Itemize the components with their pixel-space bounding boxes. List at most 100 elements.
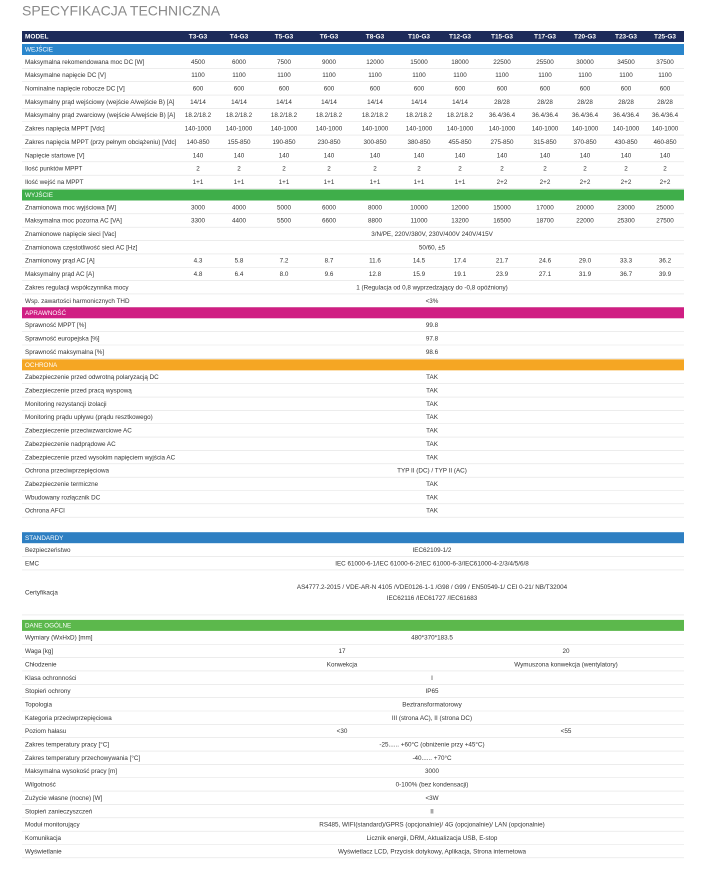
row-value: 18.2/18.2 bbox=[447, 112, 474, 119]
row-value: 14.5 bbox=[413, 258, 426, 265]
row-value: 14/14 bbox=[190, 99, 206, 106]
row-value: 155-850 bbox=[227, 139, 251, 146]
row-value: 140-1000 bbox=[271, 126, 298, 133]
row-value: 275-850 bbox=[490, 139, 514, 146]
row-value: 36.4/36.4 bbox=[489, 112, 516, 119]
row-label: Topologia bbox=[25, 701, 52, 708]
header-cell: T5-G3 bbox=[275, 34, 294, 41]
row-value: 28/28 bbox=[577, 99, 593, 106]
row-label: Zabezpieczenie termiczne bbox=[25, 481, 99, 488]
row-value: 99.8 bbox=[426, 322, 439, 329]
row-value: 1+1 bbox=[455, 179, 466, 186]
section-title: STANDARDY bbox=[25, 535, 64, 542]
row-value: 140 bbox=[540, 152, 551, 159]
row-value: 11000 bbox=[410, 218, 428, 225]
section-bar bbox=[22, 44, 684, 55]
row-value: 8.7 bbox=[325, 258, 334, 265]
row-value: 1+1 bbox=[370, 179, 381, 186]
row-value: 18.2/18.2 bbox=[362, 112, 389, 119]
row-value: 8.0 bbox=[280, 271, 289, 278]
row-value: 15.9 bbox=[413, 271, 426, 278]
row-value: 4.3 bbox=[194, 258, 203, 265]
row-value: 140-850 bbox=[186, 139, 210, 146]
row-value: 600 bbox=[580, 86, 591, 93]
row-value: 140 bbox=[621, 152, 632, 159]
row-value: 12000 bbox=[451, 204, 469, 211]
row-value: 2 bbox=[282, 166, 286, 173]
row-value: 455-850 bbox=[448, 139, 472, 146]
row-label: Maksymalna wysokość pracy [m] bbox=[25, 768, 117, 775]
row-value: 34500 bbox=[617, 59, 635, 66]
row-value: 17 bbox=[338, 648, 346, 655]
row-value: 14/14 bbox=[452, 99, 468, 106]
row-value: 1100 bbox=[619, 72, 633, 79]
row-value: 15000 bbox=[410, 59, 428, 66]
row-label: Zakres napięcia MPPT (przy pełnym obciąż… bbox=[25, 139, 177, 146]
row-value: 2 bbox=[417, 166, 421, 173]
row-label: Ilość wejść na MPPT bbox=[25, 179, 84, 186]
row-value: 28/28 bbox=[618, 99, 634, 106]
row-value: 1100 bbox=[191, 72, 205, 79]
row-value: 600 bbox=[497, 86, 508, 93]
row-value: 18.2/18.2 bbox=[185, 112, 212, 119]
row-value: 2+2 bbox=[621, 179, 632, 186]
row-value: 600 bbox=[540, 86, 551, 93]
row-label: Napięcie startowe [V] bbox=[25, 152, 85, 159]
row-value: RS485, WIFI(standard)/GPRS (opcjonalnie)… bbox=[319, 822, 544, 829]
row-value: 15000 bbox=[493, 204, 511, 211]
row-label: Zakres regulacji współczynnika mocy bbox=[25, 284, 129, 291]
row-label: Wymiary (WxHxD) [mm] bbox=[25, 635, 93, 642]
row-value: 28/28 bbox=[537, 99, 553, 106]
section-title: WYJŚCIE bbox=[25, 190, 53, 199]
row-value: 140-1000 bbox=[447, 126, 474, 133]
row-value: 1+1 bbox=[193, 179, 204, 186]
row-value: 2 bbox=[237, 166, 241, 173]
row-value: Beztransformatorowy bbox=[402, 701, 462, 708]
row-value: 29.0 bbox=[579, 258, 592, 265]
row-value: 97.8 bbox=[426, 335, 439, 342]
row-value: TAK bbox=[426, 441, 439, 448]
row-value: 600 bbox=[370, 86, 381, 93]
row-value: TAK bbox=[426, 454, 439, 461]
row-value: 1+1 bbox=[414, 179, 425, 186]
row-value: II bbox=[430, 808, 434, 815]
row-label: Maksymalny prąd AC [A] bbox=[25, 271, 94, 278]
row-value: 1100 bbox=[412, 72, 426, 79]
row-value: 1+1 bbox=[234, 179, 245, 186]
row-value: 27500 bbox=[656, 218, 674, 225]
row-value: 140 bbox=[497, 152, 508, 159]
row-value: 36.4/36.4 bbox=[572, 112, 599, 119]
row-value: 5.8 bbox=[235, 258, 244, 265]
row-value: Konwekcja bbox=[327, 661, 358, 668]
row-label: Ochrona przeciwprzepięciowa bbox=[25, 468, 109, 475]
row-value: TAK bbox=[426, 494, 439, 501]
row-value: 18.2/18.2 bbox=[271, 112, 298, 119]
row-value: 600 bbox=[660, 86, 671, 93]
row-value: 14/14 bbox=[231, 99, 247, 106]
row-label: Komunikacja bbox=[25, 835, 62, 842]
row-label: Kategoria przeciwprzepięciowa bbox=[25, 715, 112, 722]
row-value: TAK bbox=[426, 508, 439, 515]
row-value: 23000 bbox=[617, 204, 635, 211]
row-value: 1+1 bbox=[324, 179, 335, 186]
row-value: 1 (Regulacja od 0,8 wyprzedzający do -0,… bbox=[356, 284, 508, 291]
row-value: 1100 bbox=[578, 72, 592, 79]
row-value: <55 bbox=[561, 728, 572, 735]
row-label: Nominalne napięcie robocze DC [V] bbox=[25, 86, 125, 93]
row-value: 140 bbox=[660, 152, 671, 159]
row-value: 24.6 bbox=[539, 258, 552, 265]
row-value: 17000 bbox=[536, 204, 554, 211]
row-value: 600 bbox=[621, 86, 632, 93]
row-label: Znamionowa moc wyjściowa [W] bbox=[25, 204, 116, 211]
header-row bbox=[22, 31, 684, 42]
row-value: 2 bbox=[500, 166, 504, 173]
row-value: 6600 bbox=[322, 218, 337, 225]
row-value: 18700 bbox=[536, 218, 554, 225]
row-label: Zakres temperatury przechowywania [°C] bbox=[25, 754, 140, 762]
row-value: 1100 bbox=[368, 72, 382, 79]
row-value: 140-1000 bbox=[406, 126, 433, 133]
row-value: 3000 bbox=[425, 768, 440, 775]
row-value: 1100 bbox=[453, 72, 467, 79]
row-value: 21.7 bbox=[496, 258, 509, 265]
row-value: 1100 bbox=[538, 72, 552, 79]
